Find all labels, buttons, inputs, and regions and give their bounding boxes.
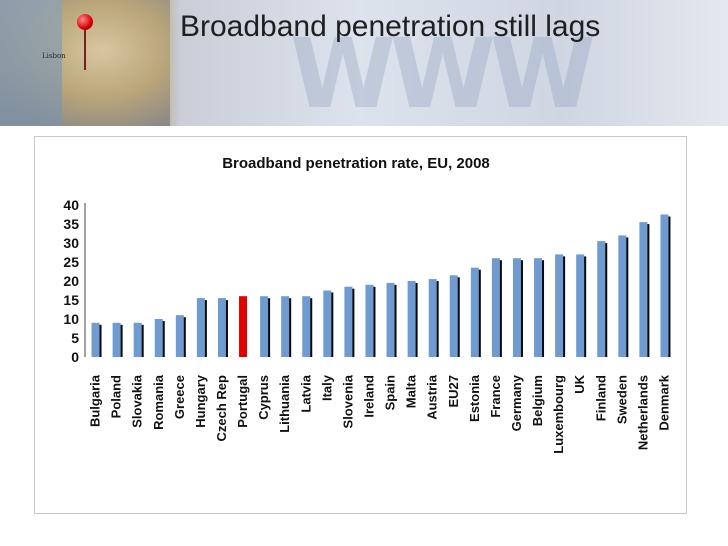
map-pin-icon — [77, 14, 93, 30]
x-tick-label: Portugal — [235, 375, 250, 428]
x-tick-label: Slovenia — [340, 374, 355, 428]
bar-eu27 — [449, 275, 458, 357]
bar-latvia — [302, 296, 311, 357]
x-tick-label: Netherlands — [635, 375, 650, 450]
x-tick-label: Lithuania — [277, 374, 292, 433]
x-tick-label: Malta — [404, 374, 419, 408]
y-tick-label: 15 — [63, 292, 79, 308]
chart-title: Broadband penetration rate, EU, 2008 — [222, 155, 490, 172]
bar-greece — [175, 315, 184, 357]
bar-italy — [323, 290, 332, 357]
bar-luxembourg — [555, 254, 564, 357]
map-label: Lisbon — [42, 52, 66, 60]
bars — [91, 214, 671, 357]
x-tick-label: Denmark — [656, 374, 671, 430]
bar-estonia — [470, 267, 479, 357]
x-tick-label: Italy — [319, 374, 334, 401]
bar-bulgaria — [91, 322, 100, 357]
x-tick-label: Finland — [593, 375, 608, 421]
x-tick-label: Bulgaria — [88, 374, 103, 427]
bar-spain — [386, 282, 395, 357]
x-tick-label: Ireland — [361, 375, 376, 418]
bar-malta — [407, 281, 416, 357]
bar-hungary — [196, 298, 205, 357]
x-tick-label: Greece — [172, 375, 187, 419]
y-tick-label: 10 — [63, 311, 79, 327]
bar-ireland — [365, 284, 374, 357]
bar-portugal — [239, 296, 248, 357]
x-tick-label: Cyprus — [256, 375, 271, 420]
bar-netherlands — [639, 222, 648, 357]
x-tick-label: Slovakia — [130, 374, 145, 428]
y-tick-label: 25 — [63, 254, 79, 270]
map-pin-stem — [84, 28, 86, 70]
y-tick-label: 35 — [63, 216, 79, 232]
y-tick-label: 0 — [71, 349, 79, 365]
x-tick-label: Poland — [109, 375, 124, 418]
x-tick-label: France — [488, 375, 503, 418]
y-tick-label: 5 — [71, 330, 79, 346]
bar-poland — [112, 322, 121, 357]
bar-chart: Broadband penetration rate, EU, 2008 0 5 1… — [63, 155, 672, 454]
y-tick-label: 40 — [63, 197, 79, 213]
x-tick-label: UK — [572, 374, 587, 393]
page-title: Broadband penetration still lags — [180, 10, 601, 43]
bar-czech-rep — [217, 298, 226, 357]
x-axis-labels: Bulgaria Poland Slovakia Romania Greece Hunga… — [88, 374, 672, 454]
bar-finland — [597, 241, 606, 357]
bar-cyprus — [260, 296, 269, 357]
bar-uk — [576, 254, 585, 357]
bar-austria — [428, 279, 437, 357]
y-axis: 0 5 10 15 20 25 30 35 40 — [63, 197, 86, 365]
x-tick-label: Czech Rep — [214, 375, 229, 442]
bar-sweden — [618, 235, 627, 357]
x-tick-label: EU27 — [446, 375, 461, 408]
bar-germany — [512, 258, 521, 357]
map-thumbnail: Lisbon — [0, 0, 170, 126]
y-tick-label: 20 — [63, 273, 79, 289]
bar-france — [491, 258, 500, 357]
x-tick-label: Germany — [509, 374, 524, 431]
map-sea — [0, 0, 62, 126]
bar-romania — [154, 319, 163, 357]
bar-slovakia — [133, 322, 142, 357]
x-tick-label: Luxembourg — [551, 375, 566, 454]
x-tick-label: Latvia — [298, 374, 313, 412]
x-tick-label: Romania — [151, 374, 166, 430]
slide-header: Lisbon WWW Broadband penetration still l… — [0, 0, 728, 126]
bar-slovenia — [344, 286, 353, 357]
x-tick-label: Sweden — [614, 375, 629, 424]
bar-lithuania — [281, 296, 290, 357]
x-tick-label: Estonia — [467, 374, 482, 422]
y-tick-label: 30 — [63, 235, 79, 251]
bar-belgium — [534, 258, 543, 357]
x-tick-label: Hungary — [193, 374, 208, 428]
x-tick-label: Belgium — [530, 375, 545, 426]
x-tick-label: Spain — [383, 375, 398, 410]
x-tick-label: Austria — [425, 374, 440, 420]
bar-denmark — [660, 214, 669, 357]
www-watermark-icon: WWW — [290, 18, 596, 126]
